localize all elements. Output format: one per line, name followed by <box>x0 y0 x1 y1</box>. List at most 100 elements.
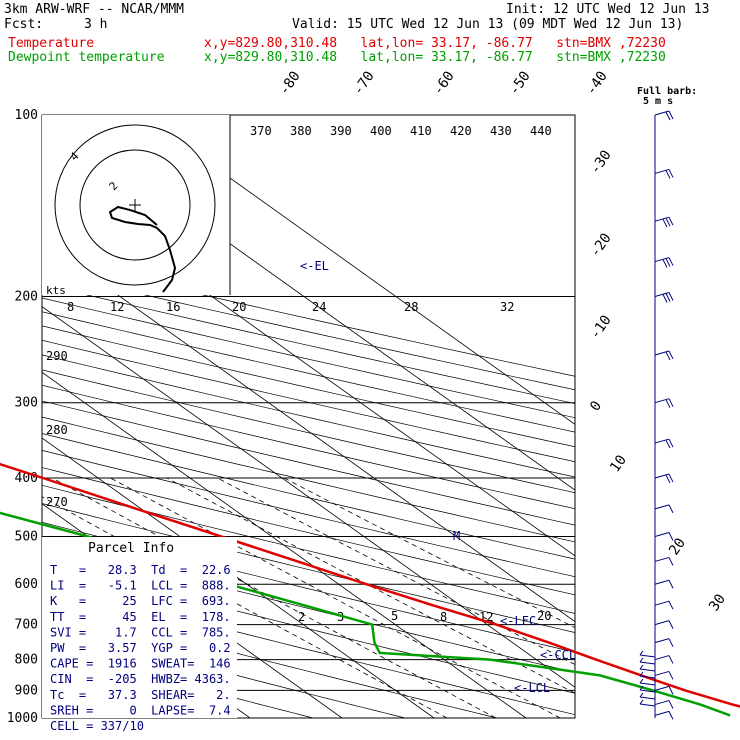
dry-adiabat <box>42 270 575 391</box>
wind-barb <box>654 600 674 610</box>
parcel-info-row: SVI = 1.7 CCL = 785. <box>50 625 231 639</box>
wind-barb <box>654 504 674 514</box>
wind-barb-surface <box>639 678 656 686</box>
pressure-label: 300 <box>15 396 38 411</box>
parcel-info-row: CAPE = 1916 SWEAT= 146 <box>50 657 231 671</box>
wind-barb <box>654 531 674 541</box>
wind-barb <box>654 168 674 179</box>
pressure-label: 100 <box>15 108 38 123</box>
wind-legend-line1: Full barb: <box>637 86 697 97</box>
dry-adiabat <box>42 325 575 448</box>
theta-label: 290 <box>46 349 68 363</box>
dry-adiabat <box>42 467 575 596</box>
mixing-ratio-line <box>110 477 561 718</box>
parcel-info-box <box>42 537 237 718</box>
isotherm-label: -80 <box>276 68 304 98</box>
dry-adiabat <box>42 581 575 716</box>
isotherm-label: -30 <box>587 147 615 177</box>
plot-frame <box>41 114 576 719</box>
temperature-profile <box>0 462 740 708</box>
wind-barb-surface <box>639 657 656 665</box>
dry-adiabat <box>42 339 575 463</box>
isotherm-label: -10 <box>587 312 615 342</box>
mixing-ratio-label: 5 <box>391 609 398 623</box>
parcel-info-title: Parcel Info <box>88 541 174 556</box>
parcel-info-row: T = 28.3 Td = 22.6 <box>50 563 231 577</box>
wind-barb <box>654 638 674 647</box>
wind-barb <box>654 710 674 720</box>
pressure-label: 500 <box>15 529 38 544</box>
init-time: Init: 12 UTC Wed 12 Jun 13 <box>506 2 710 17</box>
theta-label: 440 <box>530 124 552 138</box>
wind-barb-surface <box>639 685 656 693</box>
dewpoint-legend: Dewpoint temperature <box>8 50 165 65</box>
pressure-label: 700 <box>15 618 38 633</box>
hodograph-ring-outer <box>54 124 216 286</box>
fcst-value: 3 h <box>84 17 108 32</box>
wind-barb <box>654 655 674 664</box>
theta-label: 380 <box>290 124 312 138</box>
wind-barb <box>654 473 674 484</box>
isotherm-label: -50 <box>506 68 534 98</box>
theta-label: 370 <box>250 124 272 138</box>
dry-adiabat <box>42 503 575 633</box>
mixing-ratio-line <box>166 477 575 694</box>
hodograph-speed-label: 16 <box>166 300 180 314</box>
hodograph-speed-label: 8 <box>67 300 74 314</box>
theta-label: 270 <box>46 495 68 509</box>
hodograph-ring-inner <box>79 149 191 261</box>
isotherm <box>42 240 575 623</box>
ccl-annotation: <-CCL <box>540 648 576 662</box>
parcel-info-row: TT = 45 EL = 178. <box>50 610 231 624</box>
hodograph-speed-label: 20 <box>232 300 246 314</box>
parcel-info-row: Tc = 37.3 SHEAR= 2. <box>50 688 231 702</box>
theta-label: 280 <box>46 423 68 437</box>
isotherm-label: 0 <box>587 398 605 414</box>
hodograph-speed-label: 32 <box>500 300 514 314</box>
dry-adiabat <box>42 297 575 419</box>
mixing-ratio-label: 3 <box>337 610 344 624</box>
isotherm-label: 20 <box>666 535 689 558</box>
parcel-info-row: CIN = -205 HWBZ= 4363. <box>50 672 231 686</box>
wind-barb-surface <box>639 699 656 707</box>
dry-adiabat <box>42 449 575 578</box>
wind-barb <box>654 670 674 680</box>
theta-label: 400 <box>370 124 392 138</box>
wind-barb <box>654 579 674 589</box>
isotherm-label: -20 <box>587 230 615 260</box>
dry-adiabat <box>42 257 575 377</box>
isotherm-label: 10 <box>607 452 630 475</box>
wind-barb <box>654 700 674 709</box>
parcel-info-row: CELL = 337/10 <box>50 719 144 733</box>
theta-label: 430 <box>490 124 512 138</box>
wind-barb-surface <box>639 664 656 672</box>
dewpoint-profile <box>0 511 731 717</box>
pressure-label: 1000 <box>7 711 38 726</box>
wind-barb <box>654 620 674 629</box>
dewpoint-location: x,y=829.80,310.48 lat,lon= 33.17, -86.77… <box>204 50 666 65</box>
pressure-label: 600 <box>15 577 38 592</box>
wind-barb <box>654 292 674 303</box>
parcel-info-row: SREH = 0 LAPSE= 7.4 <box>50 703 231 717</box>
isotherm <box>141 115 575 425</box>
fcst-label: Fcst: <box>4 17 44 32</box>
pressure-label: 800 <box>15 653 38 668</box>
parcel-info-row: LI = -5.1 LCL = 888. <box>50 579 231 593</box>
hodograph-speed-label: 24 <box>312 300 326 314</box>
wind-barb <box>654 350 674 361</box>
isotherm <box>42 437 435 718</box>
isotherm <box>42 371 527 718</box>
model-title: 3km ARW-WRF -- NCAR/MMM <box>4 2 185 17</box>
hodograph-units: kts <box>46 284 66 297</box>
wind-barb-surface <box>639 692 656 700</box>
hodograph-speed-label: 28 <box>404 300 418 314</box>
wind-barb <box>654 110 674 121</box>
isotherm-label: -40 <box>583 68 611 98</box>
pressure-label: 200 <box>15 290 38 305</box>
mixing-ratio-label: 2 <box>298 610 305 624</box>
wind-barb-surface <box>639 671 656 679</box>
valid-time: Valid: 15 UTC Wed 12 Jun 13 (09 MDT Wed … <box>292 17 684 32</box>
wind-legend-line2: 5 m s <box>643 96 673 107</box>
dry-adiabat <box>42 284 575 404</box>
